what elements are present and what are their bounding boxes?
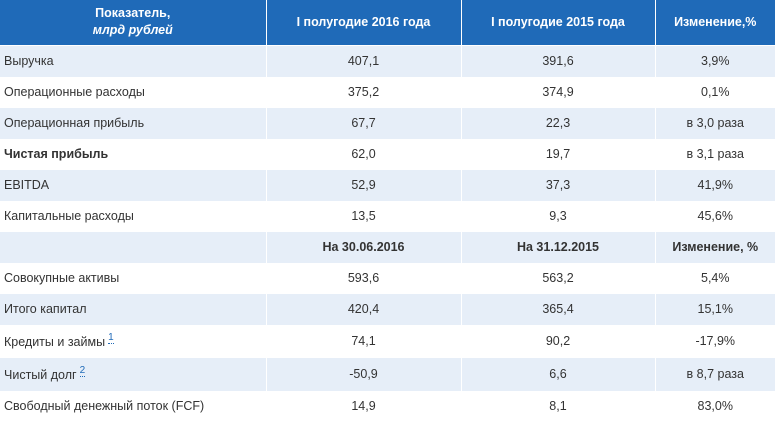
cell-value: 67,7 xyxy=(266,106,462,138)
cell-change: 3,9% xyxy=(655,44,775,76)
header-indicator-unit: млрд рублей xyxy=(92,23,173,38)
table-row: Чистый долг 2 -50,9 6,6 в 8,7 раза xyxy=(0,356,775,390)
row-label: Кредиты и займы 1 xyxy=(0,323,267,357)
row-label: Чистый долг 2 xyxy=(0,356,267,390)
cell-change: в 8,7 раза xyxy=(655,356,775,390)
row-label: Капитальные расходы xyxy=(0,199,267,231)
cell-value: 62,0 xyxy=(266,137,462,169)
row-label: EBITDA xyxy=(0,168,267,200)
cell-change: в 3,1 раза xyxy=(655,137,775,169)
row-label-text: Кредиты и займы xyxy=(4,335,106,349)
header-h1-2016: I полугодие 2016 года xyxy=(266,0,462,45)
cell-change: 5,4% xyxy=(655,261,775,293)
cell-change: -17,9% xyxy=(655,323,775,357)
cell-value: 420,4 xyxy=(266,292,462,324)
subheader-date-2016: На 30.06.2016 xyxy=(266,230,462,262)
cell-value: 6,6 xyxy=(461,356,656,390)
row-label: Операционная прибыль xyxy=(0,106,267,138)
cell-value: 74,1 xyxy=(266,323,462,357)
cell-value: 8,1 xyxy=(461,389,656,421)
cell-value: 593,6 xyxy=(266,261,462,293)
cell-value: 22,3 xyxy=(461,106,656,138)
row-label: Операционные расходы xyxy=(0,75,267,107)
row-label-text: Чистый долг xyxy=(4,368,77,382)
cell-change: 83,0% xyxy=(655,389,775,421)
cell-value: -50,9 xyxy=(266,356,462,390)
header-change: Изменение,% xyxy=(655,0,775,45)
footnote-link-1[interactable]: 1 xyxy=(108,332,114,344)
header-indicator-title: Показатель, xyxy=(95,6,171,21)
table-subheader-row: На 30.06.2016 На 31.12.2015 Изменение, % xyxy=(0,230,775,262)
row-label: Выручка xyxy=(0,44,267,76)
cell-value: 374,9 xyxy=(461,75,656,107)
table-row: Операционная прибыль 67,7 22,3 в 3,0 раз… xyxy=(0,106,775,138)
header-h1-2015: I полугодие 2015 года xyxy=(461,0,656,45)
cell-value: 90,2 xyxy=(461,323,656,357)
row-label: Чистая прибыль xyxy=(0,137,267,169)
table-row: EBITDA 52,9 37,3 41,9% xyxy=(0,168,775,200)
table-row: Итого капитал 420,4 365,4 15,1% xyxy=(0,292,775,324)
table-row: Кредиты и займы 1 74,1 90,2 -17,9% xyxy=(0,323,775,357)
cell-value: 365,4 xyxy=(461,292,656,324)
cell-value: 14,9 xyxy=(266,389,462,421)
cell-value: 563,2 xyxy=(461,261,656,293)
cell-value: 9,3 xyxy=(461,199,656,231)
footnote-link-2[interactable]: 2 xyxy=(79,365,86,377)
cell-value: 407,1 xyxy=(266,44,462,76)
table-row: Капитальные расходы 13,5 9,3 45,6% xyxy=(0,199,775,231)
table-row: Свободный денежный поток (FCF) 14,9 8,1 … xyxy=(0,389,775,421)
row-label: Свободный денежный поток (FCF) xyxy=(0,389,267,421)
cell-change: в 3,0 раза xyxy=(655,106,775,138)
subheader-change: Изменение, % xyxy=(655,230,775,262)
cell-value: 19,7 xyxy=(461,137,656,169)
table-row: Выручка 407,1 391,6 3,9% xyxy=(0,44,775,76)
table-header-row: Показатель, млрд рублей I полугодие 2016… xyxy=(0,0,775,45)
cell-value: 391,6 xyxy=(461,44,656,76)
table-row: Чистая прибыль 62,0 19,7 в 3,1 раза xyxy=(0,137,775,169)
cell-value: 375,2 xyxy=(266,75,462,107)
cell-change: 41,9% xyxy=(655,168,775,200)
cell-value: 13,5 xyxy=(266,199,462,231)
row-label: Совокупные активы xyxy=(0,261,267,293)
header-indicator: Показатель, млрд рублей xyxy=(0,0,267,45)
table-row: Совокупные активы 593,6 563,2 5,4% xyxy=(0,261,775,293)
cell-change: 45,6% xyxy=(655,199,775,231)
subheader-date-2015: На 31.12.2015 xyxy=(461,230,656,262)
cell-value: 52,9 xyxy=(266,168,462,200)
row-label: Итого капитал xyxy=(0,292,267,324)
cell-change: 15,1% xyxy=(655,292,775,324)
table-row: Операционные расходы 375,2 374,9 0,1% xyxy=(0,75,775,107)
cell-change: 0,1% xyxy=(655,75,775,107)
subheader-empty xyxy=(0,230,267,262)
cell-value: 37,3 xyxy=(461,168,656,200)
